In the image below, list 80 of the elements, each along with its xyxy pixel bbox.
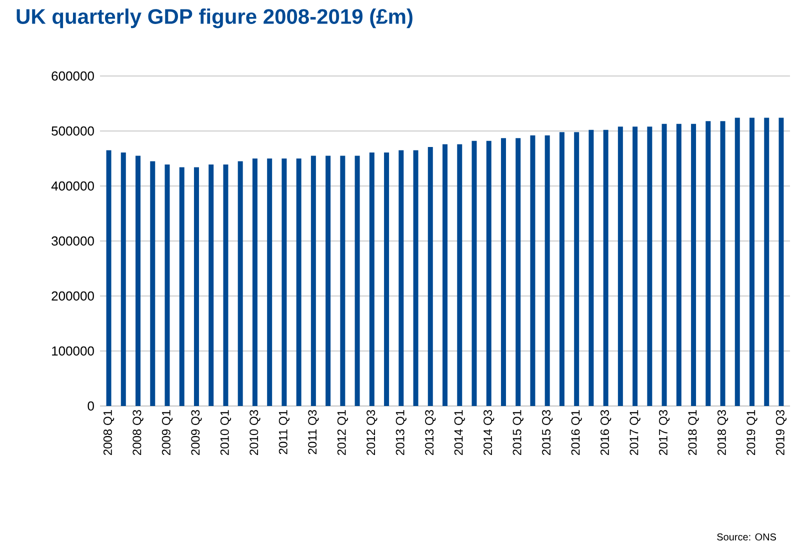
- y-tick-label: 0: [88, 401, 94, 411]
- bar: [559, 132, 564, 406]
- bar: [340, 156, 346, 406]
- bar: [354, 156, 360, 406]
- bar: [500, 138, 506, 406]
- x-tick-label: 2009 Q3: [191, 410, 202, 455]
- bar: [603, 130, 608, 406]
- bar: [472, 140, 477, 406]
- x-tick-label: 2017 Q3: [658, 410, 670, 455]
- bar: [106, 150, 112, 406]
- bar: [516, 138, 521, 406]
- bar: [150, 161, 156, 406]
- bar: [384, 152, 390, 406]
- bar: [282, 158, 287, 406]
- bar: [647, 126, 652, 406]
- bar: [179, 167, 184, 406]
- x-tick-label: 2013 Q3: [425, 410, 436, 455]
- x-tick-label: 2015 Q3: [542, 410, 553, 455]
- bar: [428, 146, 433, 406]
- bar: [457, 144, 462, 406]
- bar: [238, 161, 243, 406]
- x-tick-label: 2016 Q1: [571, 410, 582, 455]
- bar: [618, 126, 623, 406]
- bar: [706, 121, 711, 406]
- chart-title: UK quarterly GDP figure 2008-2019 (£m): [16, 8, 412, 28]
- y-tick-label: 600000: [52, 71, 94, 81]
- bar: [223, 164, 228, 406]
- y-tick-label: 500000: [52, 126, 94, 136]
- bar: [310, 156, 316, 406]
- x-tick-label: 2012 Q1: [337, 410, 348, 455]
- bar: [764, 118, 770, 406]
- x-tick-label: 2018 Q1: [688, 410, 699, 455]
- bar: [778, 118, 784, 406]
- bar: [544, 135, 550, 406]
- x-tick-label: 2011 Q3: [308, 410, 319, 454]
- x-tick-label: 2018 Q3: [717, 410, 728, 455]
- bar: [369, 152, 374, 406]
- x-tick-label: 2010 Q3: [250, 410, 260, 455]
- x-tick-label: 2016 Q3: [600, 410, 612, 455]
- source-note: Source: ONS: [717, 533, 776, 540]
- bar: [486, 140, 492, 406]
- bar: [398, 150, 404, 406]
- x-tick-label: 2008 Q1: [103, 410, 114, 455]
- bar: [530, 135, 536, 406]
- bar: [326, 156, 331, 406]
- x-tick-label: 2019 Q3: [776, 410, 787, 455]
- bar: [208, 164, 214, 406]
- x-tick-label: 2015 Q1: [512, 410, 524, 455]
- x-tick-label: 2012 Q3: [366, 410, 378, 455]
- bar: [574, 132, 580, 406]
- bar: [442, 144, 448, 406]
- bar: [676, 124, 682, 406]
- bar: [662, 124, 667, 406]
- bar: [296, 158, 302, 406]
- y-tick-label: 200000: [52, 291, 94, 301]
- bar: [632, 126, 638, 406]
- x-tick-label: 2013 Q1: [396, 410, 406, 455]
- x-tick-label: 2019 Q1: [746, 410, 758, 455]
- x-tick-label: 2009 Q1: [162, 410, 173, 455]
- bar: [136, 156, 141, 406]
- bar: [413, 150, 418, 406]
- y-tick-label: 300000: [52, 236, 94, 246]
- x-tick-label: 2017 Q1: [630, 410, 640, 455]
- bar: [120, 152, 126, 406]
- y-tick-label: 100000: [52, 346, 94, 356]
- bar: [194, 167, 199, 406]
- bar: [720, 121, 726, 406]
- bar: [734, 118, 740, 406]
- x-tick-label: 2011 Q1: [278, 410, 290, 454]
- bar: [252, 158, 258, 406]
- bar: [164, 164, 170, 406]
- x-tick-label: 2014 Q1: [454, 410, 465, 455]
- bar: [267, 158, 272, 406]
- bar: [588, 130, 594, 406]
- bar: [691, 124, 696, 406]
- bar: [750, 118, 754, 406]
- x-tick-label: 2014 Q3: [484, 410, 494, 455]
- x-tick-label: 2010 Q1: [220, 410, 232, 455]
- x-tick-label: 2008 Q3: [132, 410, 144, 455]
- y-tick-label: 400000: [51, 181, 94, 191]
